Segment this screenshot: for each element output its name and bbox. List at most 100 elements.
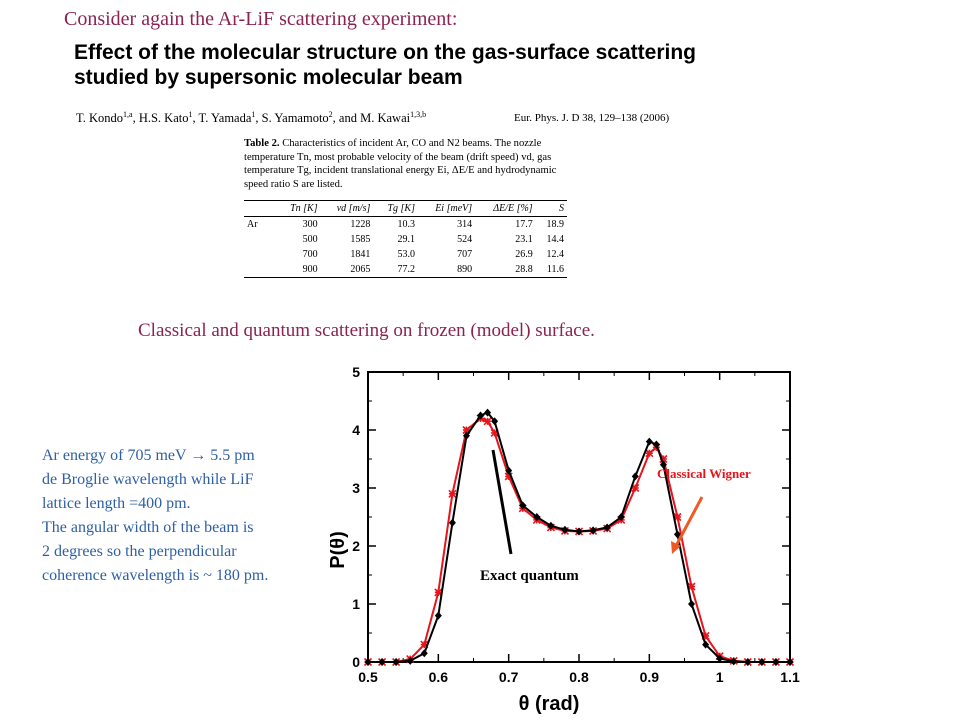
table-cell: 1228	[350, 219, 371, 230]
exact-quantum-point	[462, 431, 470, 440]
exact-quantum-point	[575, 527, 583, 536]
table-cell: 12.4	[546, 249, 565, 260]
exact-quantum-point	[631, 472, 639, 481]
classical-wigner-line	[368, 417, 790, 663]
table-row: Ar 300 1228 10.3 314 17.7 18.9	[244, 217, 567, 233]
section-subheading: Classical and quantum scattering on froz…	[138, 320, 595, 341]
intro-heading: Consider again the Ar-LiF scattering exp…	[64, 8, 458, 30]
exact-quantum-point	[772, 658, 780, 666]
table-cell: 17.7	[515, 219, 533, 230]
side-note-line: The angular width of the beam is	[42, 519, 254, 536]
exact-quantum-point	[406, 656, 414, 665]
exact-quantum-point	[786, 658, 794, 666]
table-cell: 26.9	[515, 249, 533, 260]
author-name: H.S. Kato	[138, 111, 189, 126]
table-cell: 29.1	[397, 234, 415, 245]
exact-quantum-point	[603, 523, 611, 532]
exact-quantum-point	[744, 658, 752, 666]
exact-quantum-arrow	[491, 449, 513, 555]
table-cell: Ar	[247, 219, 258, 230]
table-row: 900 2065 77.2 890 28.8 11.6	[244, 262, 567, 278]
table-header: Tg [K]	[373, 200, 418, 217]
table-row: 700 1841 53.0 707 26.9 12.4	[244, 247, 567, 262]
exact-quantum-point	[730, 657, 738, 666]
table-cell: 11.6	[535, 262, 567, 278]
table-cell: 23.1	[515, 234, 533, 245]
table-header: ΔE/E [%]	[475, 200, 536, 217]
exact-quantum-point	[688, 600, 696, 608]
table-header: S	[535, 200, 567, 217]
exact-quantum-point	[652, 440, 660, 449]
exact-quantum-point	[702, 640, 710, 649]
paper-citation: Eur. Phys. J. D 38, 129–138 (2006)	[514, 112, 670, 124]
author-separator: ,	[192, 111, 199, 126]
table-cell: 890	[417, 262, 476, 278]
exact-quantum-point	[589, 526, 597, 535]
author-name: M. Kawai	[360, 111, 411, 126]
exact-quantum-point	[392, 658, 400, 666]
exact-quantum-point	[533, 513, 541, 521]
y-tick-label: 1	[352, 596, 360, 612]
exact-quantum-point	[758, 658, 766, 666]
classical-wigner-arrowhead	[671, 541, 681, 554]
y-tick-label: 0	[352, 654, 360, 670]
exact-quantum-point	[716, 654, 724, 663]
table-header: vd [m/s]	[320, 200, 374, 217]
y-tick-label: 4	[352, 422, 360, 438]
author-affiliation: 2	[328, 110, 333, 119]
side-note: Ar energy of 705 meV → 5.5 pm de Broglie…	[42, 444, 342, 588]
exact-quantum-point	[505, 466, 513, 475]
table-cell: 53.0	[397, 249, 415, 260]
exact-quantum-point	[420, 649, 428, 658]
y-axis-label: P(θ)	[330, 531, 349, 568]
x-tick-label: 0.5	[358, 669, 378, 685]
table-cell: 700	[302, 249, 318, 260]
table-cell: 500	[302, 234, 318, 245]
author-name: S. Yamamoto	[261, 111, 329, 126]
exact-quantum-point	[477, 411, 485, 420]
table-cell: 1585	[350, 234, 371, 245]
exact-quantum-point	[484, 408, 492, 417]
exact-quantum-point	[519, 501, 527, 510]
exact-quantum-point	[645, 437, 653, 446]
table-caption: Table 2. Characteristics of incident Ar,…	[244, 137, 574, 191]
table-header: Tn [K]	[276, 200, 321, 217]
table-cell: 707	[457, 249, 473, 260]
exact-quantum-point	[434, 611, 442, 620]
exact-quantum-line	[368, 411, 790, 663]
side-note-line: lattice length =400 pm.	[42, 495, 191, 512]
classical-wigner-point	[645, 449, 654, 458]
exact-quantum-point	[617, 513, 625, 521]
side-note-line: 2 degrees so the perpendicular	[42, 543, 237, 560]
table-cell	[244, 247, 276, 262]
table-cell: 314	[457, 219, 473, 230]
author-affiliation: 1,3,b	[410, 110, 427, 119]
x-tick-label: 0.9	[640, 669, 660, 685]
classical-wigner-point	[483, 417, 492, 426]
author-separator: ,	[132, 111, 139, 126]
table-cell: 900	[276, 262, 321, 278]
side-note-line: Ar energy of 705 meV → 5.5 pm	[42, 447, 255, 464]
author-name: T. Yamada	[198, 111, 252, 126]
exact-quantum-point	[547, 521, 555, 530]
side-note-line: coherence wavelength is ~ 180 pm.	[42, 567, 269, 584]
author-affiliation: 1	[251, 110, 256, 119]
x-tick-label: 0.8	[569, 669, 589, 685]
table-row: 500 1585 29.1 524 23.1 14.4	[244, 232, 567, 247]
author-separator: , and	[332, 111, 361, 126]
exact-quantum-point	[659, 460, 667, 469]
table-cell: 18.9	[546, 219, 565, 230]
exact-quantum-label: Exact quantum	[480, 568, 579, 584]
beam-characteristics-table: Tn [K] vd [m/s] Tg [K] Ei [meV] ΔE/E [%]…	[244, 200, 567, 278]
table-caption-label: Table 2.	[244, 138, 280, 149]
exact-quantum-point	[561, 525, 569, 534]
classical-wigner-arrow	[674, 496, 704, 547]
x-axis-label: θ (rad)	[519, 693, 580, 715]
exact-quantum-point	[378, 658, 386, 666]
classical-wigner-label: Classical Wigner	[657, 466, 751, 481]
table-header: Ei [meV]	[417, 200, 476, 217]
side-note-line: de Broglie wavelength while LiF	[42, 471, 254, 488]
table-header-row: Tn [K] vd [m/s] Tg [K] Ei [meV] ΔE/E [%]…	[244, 200, 567, 217]
table-header	[244, 200, 276, 217]
